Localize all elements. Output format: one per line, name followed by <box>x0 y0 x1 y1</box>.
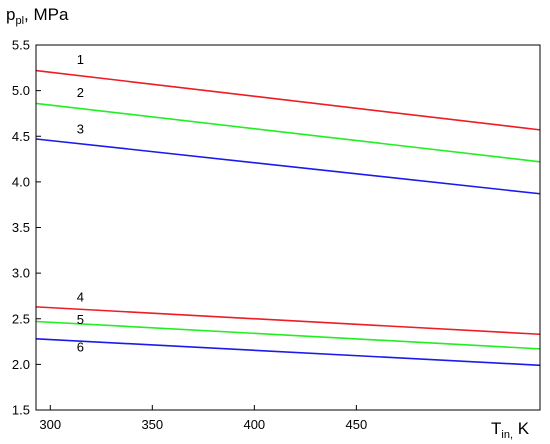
plot-frame <box>35 44 541 411</box>
y-tick-label: 2.0 <box>12 357 30 372</box>
x-tick-label: 400 <box>243 417 265 432</box>
y-tick-label: 4.0 <box>12 174 30 189</box>
series-line-1 <box>35 69 541 131</box>
x-axis-ticks: 300 350 400 450 <box>39 405 367 432</box>
series-label-5: 5 <box>77 312 84 327</box>
y-tick-label: 3.5 <box>12 220 30 235</box>
y-tick-label: 3.0 <box>12 266 30 281</box>
x-tick-label: 300 <box>39 417 61 432</box>
x-axis-title: Tin, K <box>491 419 530 441</box>
y-tick-label: 5.5 <box>12 38 30 53</box>
x-tick-label: 350 <box>141 417 163 432</box>
y-tick-label: 2.5 <box>12 311 30 326</box>
series-labels: 1 2 3 4 5 6 <box>77 52 84 354</box>
series-label-1: 1 <box>77 52 84 67</box>
series-label-4: 4 <box>77 289 84 304</box>
series-line-3 <box>35 138 541 195</box>
series-line-4 <box>35 306 541 336</box>
y-tick-label: 5.0 <box>12 83 30 98</box>
y-axis-title: ppl, MPa <box>6 5 69 27</box>
series-lines <box>35 69 541 367</box>
series-label-6: 6 <box>77 340 84 355</box>
y-tick-label: 4.5 <box>12 129 30 144</box>
series-label-3: 3 <box>77 122 84 137</box>
series-label-2: 2 <box>77 85 84 100</box>
x-tick-label: 450 <box>346 417 368 432</box>
y-axis-ticks: 1.5 2.0 2.5 3.0 3.5 4.0 4.5 5.0 5.5 <box>12 38 41 418</box>
y-tick-label: 1.5 <box>12 403 30 418</box>
series-line-5 <box>35 320 541 350</box>
series-line-2 <box>35 102 541 163</box>
series-line-6 <box>35 338 541 367</box>
